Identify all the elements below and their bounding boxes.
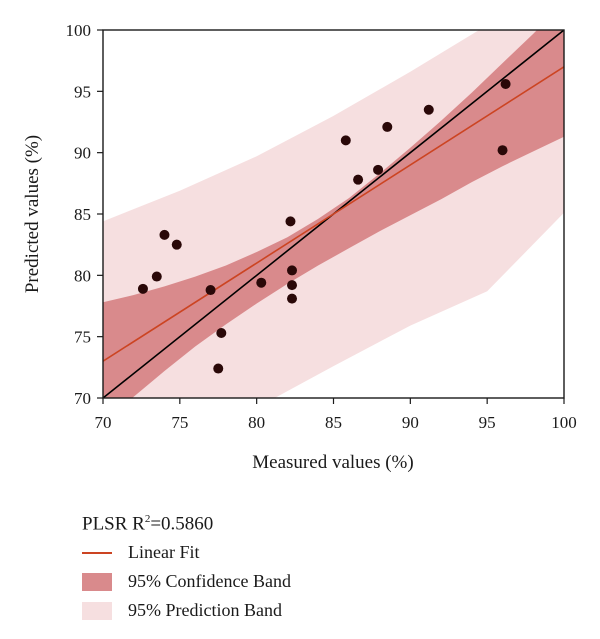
legend-label-linear-fit: Linear Fit (128, 542, 200, 563)
data-points (137, 78, 511, 374)
data-point-4 (171, 239, 182, 250)
linear-fit-line (103, 66, 564, 362)
data-point-5 (205, 285, 216, 296)
x-axis-label: Measured values (%) (252, 452, 413, 473)
data-point-13 (340, 135, 351, 146)
y-axis-label: Predicted values (%) (22, 135, 43, 293)
y-tick-label: 70 (74, 389, 91, 408)
x-tick-label: 70 (95, 413, 112, 432)
data-point-3 (159, 229, 170, 240)
linear-fit-swatch (82, 551, 112, 554)
data-point-15 (373, 164, 384, 175)
data-point-2 (151, 271, 162, 282)
legend: PLSR R2=0.5860 Linear Fit 95% Confidence… (82, 505, 502, 625)
legend-item-prediction-band: 95% Prediction Band (82, 596, 502, 625)
x-tick-label: 100 (551, 413, 577, 432)
x-tick-label: 75 (171, 413, 188, 432)
y-tick-label: 100 (66, 21, 92, 40)
data-point-8 (256, 277, 267, 288)
y-tick-label: 75 (74, 328, 91, 347)
legend-title: PLSR R2=0.5860 (82, 505, 502, 538)
data-point-14 (353, 174, 364, 185)
data-point-9 (285, 216, 296, 227)
y-axis: 70 75 80 85 90 95 100 (66, 21, 103, 408)
data-point-19 (500, 78, 511, 89)
legend-title-text: PLSR R (82, 513, 145, 535)
data-point-17 (423, 104, 434, 115)
x-tick-label: 95 (479, 413, 496, 432)
legend-label-prediction-band: 95% Prediction Band (128, 600, 282, 621)
data-point-16 (382, 121, 393, 132)
y-tick-label: 95 (74, 82, 91, 101)
y-tick-label: 80 (74, 266, 91, 285)
legend-title-value: =0.5860 (150, 513, 214, 535)
data-point-18 (497, 145, 508, 156)
x-tick-label: 90 (402, 413, 419, 432)
legend-label-confidence-band: 95% Confidence Band (128, 571, 291, 592)
data-point-12 (287, 293, 298, 304)
scatter-chart: 70 75 80 85 90 95 100 70 75 80 85 90 95 100 Measured… (22, 21, 577, 473)
data-point-10 (287, 265, 298, 276)
data-point-1 (137, 283, 148, 294)
y-tick-label: 90 (74, 144, 91, 163)
data-point-6 (213, 363, 224, 374)
legend-item-linear-fit: Linear Fit (82, 538, 502, 567)
x-tick-label: 85 (325, 413, 342, 432)
data-point-11 (287, 280, 298, 291)
x-tick-label: 80 (248, 413, 265, 432)
data-point-7 (216, 327, 227, 338)
y-tick-label: 85 (74, 205, 91, 224)
legend-item-confidence-band: 95% Confidence Band (82, 567, 502, 596)
x-axis: 70 75 80 85 90 95 100 (95, 398, 577, 432)
legend-title-superscript: 2 (144, 513, 151, 525)
confidence-band-swatch (82, 572, 112, 591)
prediction-band-swatch (82, 601, 112, 620)
